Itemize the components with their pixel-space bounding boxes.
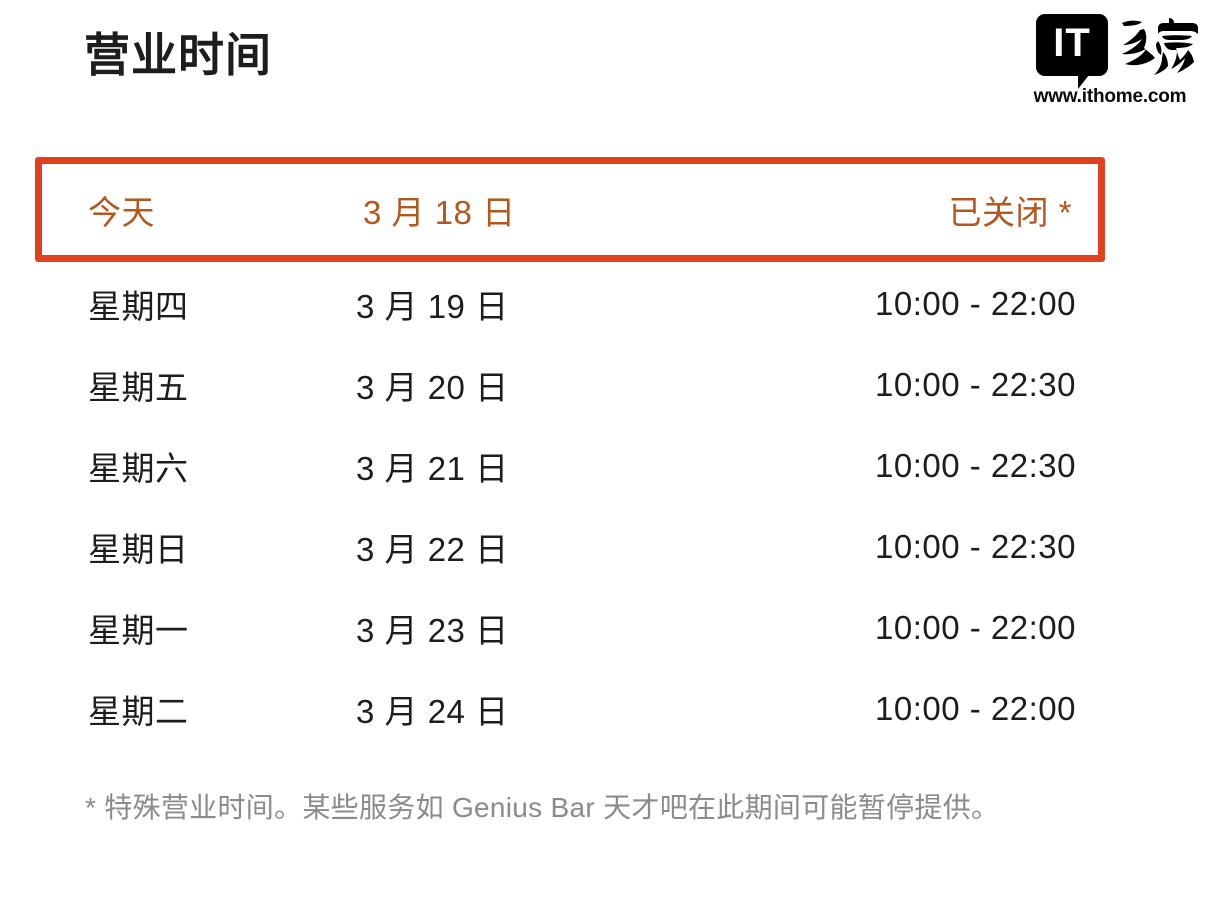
- table-row[interactable]: 星期六 3 月 21 日 10:00 - 22:30: [35, 425, 1105, 506]
- row-hours-label: 10:00 - 22:00: [875, 689, 1076, 727]
- row-date-label: 3 月 19 日: [356, 287, 509, 325]
- row-hours-label: 10:00 - 22:30: [875, 446, 1076, 484]
- it-badge-icon: IT: [1036, 14, 1108, 89]
- ithome-watermark: IT www.ithome.com: [1020, 14, 1200, 108]
- table-row[interactable]: 星期五 3 月 20 日 10:00 - 22:30: [35, 344, 1105, 425]
- row-date-label: 3 月 21 日: [356, 449, 509, 487]
- watermark-url: www.ithome.com: [1033, 86, 1187, 107]
- special-hours-footnote: * 特殊营业时间。某些服务如 Genius Bar 天才吧在此期间可能暂停提供。: [85, 792, 1000, 823]
- row-day-label: 星期六: [88, 449, 189, 487]
- row-hours-label: 已关闭 *: [948, 193, 1072, 231]
- table-row[interactable]: 星期四 3 月 19 日 10:00 - 22:00: [35, 263, 1105, 344]
- row-day-label: 星期一: [88, 611, 189, 649]
- it-badge-letters: IT: [1053, 20, 1091, 65]
- store-hours-table: 今天 3 月 18 日 已关闭 * 星期四 3 月 19 日 10:00 - 2…: [35, 157, 1105, 749]
- row-date-label: 3 月 18 日: [363, 193, 516, 231]
- row-hours-label: 10:00 - 22:30: [875, 365, 1076, 403]
- row-day-label: 星期二: [88, 692, 189, 730]
- table-row[interactable]: 星期二 3 月 24 日 10:00 - 22:00: [35, 668, 1105, 749]
- row-hours-label: 10:00 - 22:00: [875, 284, 1076, 322]
- page-title: 营业时间: [84, 29, 272, 81]
- table-row[interactable]: 星期一 3 月 23 日 10:00 - 22:00: [35, 587, 1105, 668]
- ithome-logo: IT: [1020, 14, 1200, 89]
- row-date-label: 3 月 22 日: [356, 530, 509, 568]
- row-date-label: 3 月 24 日: [356, 692, 509, 730]
- zhijia-brush-logo-icon: [1114, 14, 1200, 78]
- table-row-today[interactable]: 今天 3 月 18 日 已关闭 *: [35, 157, 1105, 262]
- row-day-label: 今天: [88, 193, 155, 231]
- row-day-label: 星期五: [88, 368, 189, 406]
- speech-bubble-tail-icon: [1078, 65, 1095, 89]
- row-day-label: 星期四: [88, 287, 189, 325]
- row-hours-label: 10:00 - 22:30: [875, 527, 1076, 565]
- row-day-label: 星期日: [88, 530, 189, 568]
- table-row[interactable]: 星期日 3 月 22 日 10:00 - 22:30: [35, 506, 1105, 587]
- row-date-label: 3 月 20 日: [356, 368, 509, 406]
- row-hours-label: 10:00 - 22:00: [875, 608, 1076, 646]
- row-date-label: 3 月 23 日: [356, 611, 509, 649]
